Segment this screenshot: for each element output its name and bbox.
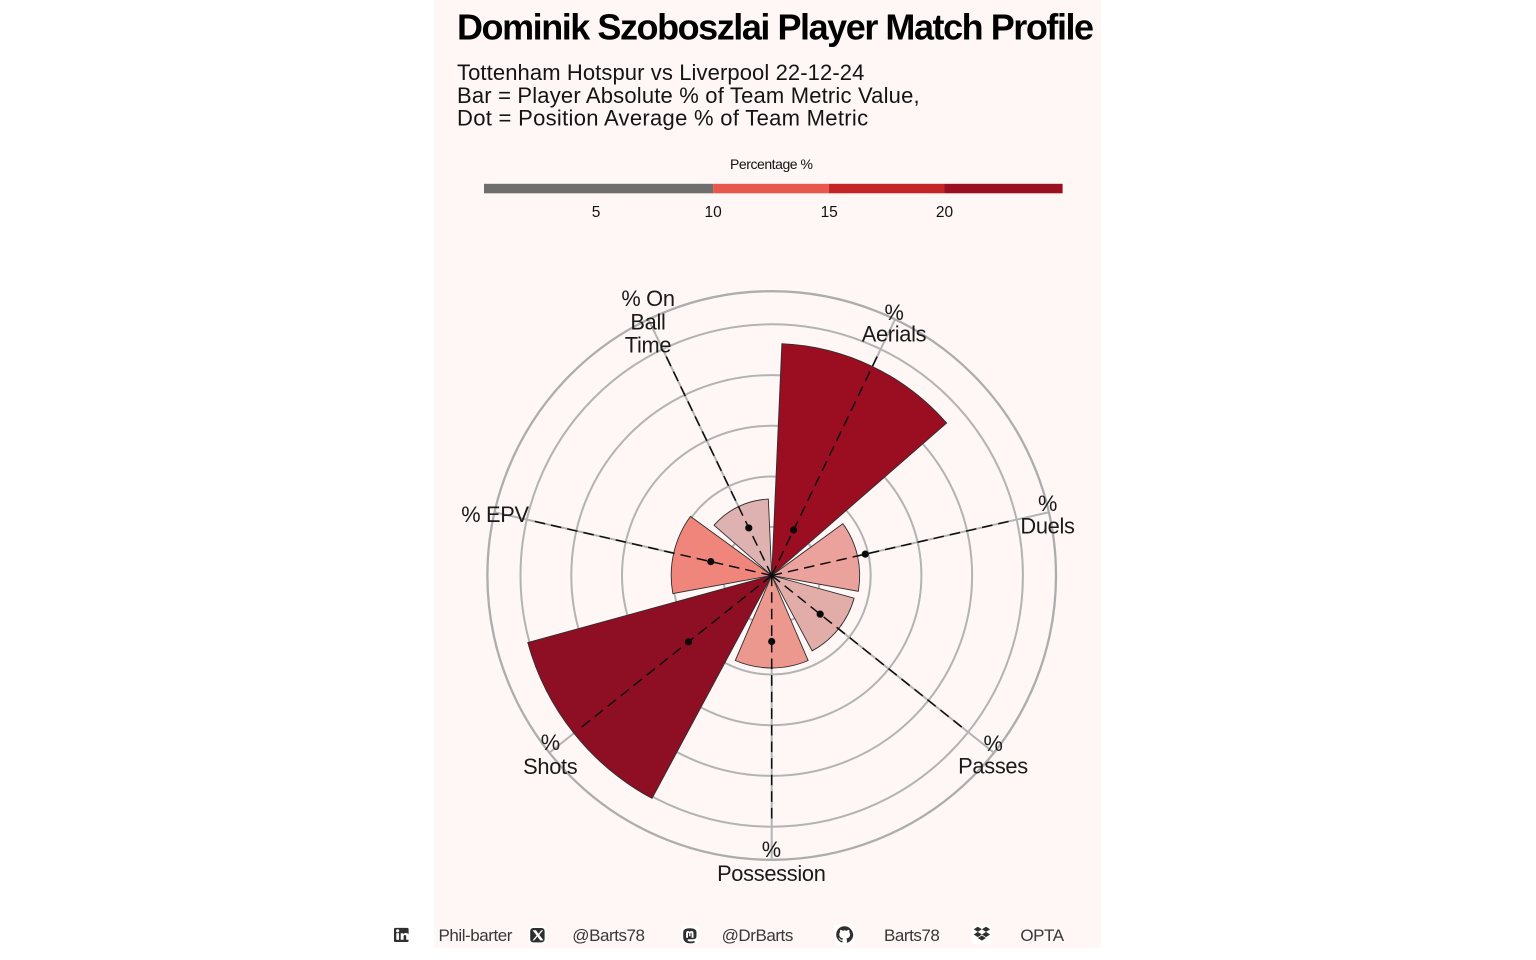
svg-text:Percentage %: Percentage % <box>730 156 813 172</box>
svg-text:Phil-barter: Phil-barter <box>439 926 513 945</box>
svg-text:% On: % On <box>621 286 674 311</box>
svg-text:15: 15 <box>821 204 838 221</box>
svg-text:Dot = Position Average % of Te: Dot = Position Average % of Team Metric <box>457 105 868 130</box>
svg-text:@Barts78: @Barts78 <box>572 926 644 945</box>
svg-text:%: % <box>884 300 903 325</box>
svg-text:Time: Time <box>625 333 672 358</box>
svg-text:Possession: Possession <box>717 861 825 886</box>
svg-text:%: % <box>1038 491 1057 516</box>
svg-text:Barts78: Barts78 <box>884 926 939 945</box>
svg-text:5: 5 <box>592 204 601 221</box>
svg-text:%: % <box>762 837 781 862</box>
svg-text:Duels: Duels <box>1020 513 1075 538</box>
svg-text:%: % <box>983 731 1002 756</box>
svg-text:Tottenham Hotspur vs Liverpool: Tottenham Hotspur vs Liverpool 22-12-24 <box>457 60 864 85</box>
svg-text:Bar = Player Absolute % of Tea: Bar = Player Absolute % of Team Metric V… <box>457 83 920 108</box>
svg-text:%: % <box>541 730 560 755</box>
svg-text:% EPV: % EPV <box>461 502 529 527</box>
svg-text:@DrBarts: @DrBarts <box>722 926 793 945</box>
svg-text:OPTA: OPTA <box>1020 926 1064 945</box>
svg-text:Dominik Szoboszlai Player Matc: Dominik Szoboszlai Player Match Profile <box>457 7 1093 48</box>
svg-text:Aerials: Aerials <box>862 322 927 347</box>
svg-text:Passes: Passes <box>958 754 1028 779</box>
svg-text:20: 20 <box>936 204 954 221</box>
svg-text:Ball: Ball <box>630 309 665 334</box>
svg-text:Shots: Shots <box>523 754 578 779</box>
svg-text:10: 10 <box>704 204 722 221</box>
